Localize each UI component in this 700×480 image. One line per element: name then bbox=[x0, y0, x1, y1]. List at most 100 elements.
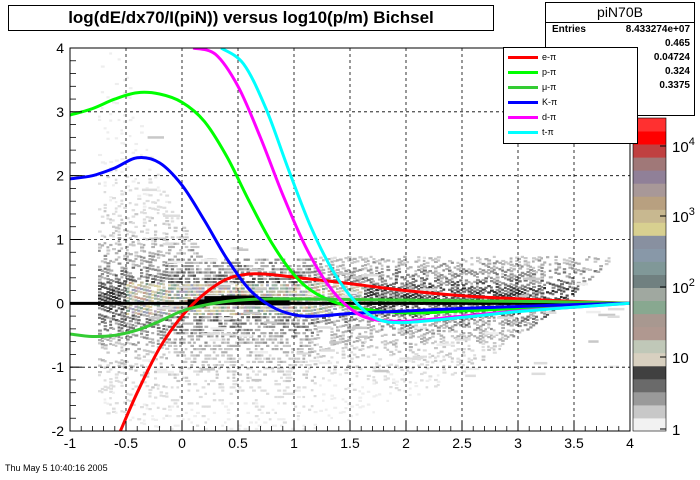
heatmap-cell bbox=[453, 282, 457, 285]
heatmap-cell bbox=[246, 306, 251, 309]
heatmap-cell bbox=[322, 377, 325, 380]
heatmap-cell bbox=[114, 319, 119, 322]
legend-label-t: t-π bbox=[542, 127, 554, 137]
heatmap-cell bbox=[369, 255, 373, 258]
heatmap-cell bbox=[137, 319, 141, 322]
heatmap-cell bbox=[288, 379, 291, 383]
heatmap-cell bbox=[154, 396, 158, 399]
heatmap-cell bbox=[330, 263, 335, 266]
heatmap-cell bbox=[296, 274, 301, 277]
heatmap-cell bbox=[182, 316, 186, 319]
heatmap-cell bbox=[397, 366, 401, 369]
heatmap-cell bbox=[154, 425, 158, 428]
heatmap-cell bbox=[366, 390, 371, 393]
heatmap-cell bbox=[554, 262, 559, 265]
heatmap-cell bbox=[263, 321, 277, 324]
heatmap-cell bbox=[224, 405, 228, 408]
heatmap-cell bbox=[112, 235, 115, 238]
heatmap-cell bbox=[193, 383, 198, 386]
heatmap-cell bbox=[422, 266, 427, 269]
heatmap-cell bbox=[120, 311, 123, 314]
heatmap-cell bbox=[170, 271, 174, 274]
heatmap-cell bbox=[137, 296, 140, 299]
heatmap-cell bbox=[554, 271, 558, 274]
heatmap-cell bbox=[308, 265, 312, 268]
heatmap-cell bbox=[193, 245, 197, 249]
heatmap-cell bbox=[375, 314, 379, 317]
heatmap-cell bbox=[126, 399, 130, 402]
heatmap-cell bbox=[123, 372, 127, 375]
heatmap-cell bbox=[582, 276, 586, 280]
heatmap-cell bbox=[330, 397, 334, 400]
heatmap-cell bbox=[607, 315, 620, 318]
heatmap-cell bbox=[134, 363, 139, 366]
heatmap-cell bbox=[554, 284, 559, 287]
heatmap-cell bbox=[313, 273, 317, 276]
heatmap-cell bbox=[126, 360, 129, 363]
heatmap-cell bbox=[431, 329, 435, 332]
heatmap-cell bbox=[128, 307, 132, 310]
heatmap-cell bbox=[470, 317, 474, 320]
series-line-5 bbox=[220, 48, 630, 325]
heatmap-cell bbox=[126, 217, 130, 220]
heatmap-cell bbox=[218, 290, 222, 293]
heatmap-cell bbox=[168, 223, 171, 226]
heatmap-cell bbox=[103, 398, 107, 401]
heatmap-cell bbox=[459, 279, 463, 282]
stats-entries-label: Entries bbox=[552, 24, 586, 35]
heatmap-cell bbox=[140, 323, 144, 326]
heatmap-cell bbox=[254, 319, 258, 322]
heatmap-cell bbox=[492, 345, 497, 348]
heatmap-cell bbox=[369, 300, 374, 303]
heatmap-cell bbox=[224, 325, 227, 328]
heatmap-cell bbox=[408, 381, 412, 384]
heatmap-cell bbox=[204, 357, 208, 360]
heatmap-cell bbox=[156, 279, 160, 282]
heatmap-cell bbox=[428, 337, 432, 340]
heatmap-cell bbox=[148, 309, 153, 312]
heatmap-cell bbox=[366, 295, 370, 298]
heatmap-cell bbox=[260, 348, 264, 351]
heatmap-cell bbox=[246, 265, 250, 268]
heatmap-cell bbox=[411, 351, 415, 354]
heatmap-cell bbox=[422, 355, 427, 358]
heatmap-cell bbox=[501, 263, 506, 266]
heatmap-cell bbox=[574, 287, 578, 290]
heatmap-cell bbox=[282, 271, 287, 274]
heatmap-cell bbox=[190, 274, 194, 277]
heatmap-cell bbox=[607, 307, 625, 311]
heatmap-cell bbox=[134, 385, 139, 388]
palette-swatch bbox=[633, 157, 666, 171]
heatmap-cell bbox=[414, 279, 418, 282]
palette-frame bbox=[632, 117, 667, 432]
heatmap-cell bbox=[280, 370, 285, 373]
heatmap-cell bbox=[198, 293, 203, 296]
heatmap-cell bbox=[229, 274, 233, 277]
heatmap-cell bbox=[145, 270, 150, 273]
heatmap-cell bbox=[254, 402, 259, 405]
heatmap-cell bbox=[123, 401, 127, 404]
heatmap-cell bbox=[187, 296, 192, 300]
heatmap-cell bbox=[179, 249, 183, 252]
heatmap-cell bbox=[411, 367, 415, 370]
heatmap-cell bbox=[518, 324, 522, 328]
heatmap-cell bbox=[420, 270, 424, 273]
heatmap-cell bbox=[294, 281, 298, 284]
heatmap-cell bbox=[238, 424, 242, 427]
heatmap-cell bbox=[114, 360, 118, 363]
heatmap-cell bbox=[98, 358, 103, 361]
heatmap-cell bbox=[330, 330, 334, 333]
heatmap-cell bbox=[481, 358, 486, 361]
heatmap-cell bbox=[568, 282, 573, 285]
heatmap-cell bbox=[481, 304, 486, 307]
heatmap-cell bbox=[106, 294, 111, 297]
heatmap-cell bbox=[201, 316, 206, 319]
heatmap-cell bbox=[403, 278, 407, 281]
heatmap-cell bbox=[308, 348, 312, 351]
heatmap-cell bbox=[310, 334, 314, 338]
heatmap-cell bbox=[112, 279, 115, 283]
heatmap-cell bbox=[246, 348, 251, 351]
heatmap-cell bbox=[162, 331, 167, 334]
stats-title: piN70B bbox=[546, 3, 694, 23]
